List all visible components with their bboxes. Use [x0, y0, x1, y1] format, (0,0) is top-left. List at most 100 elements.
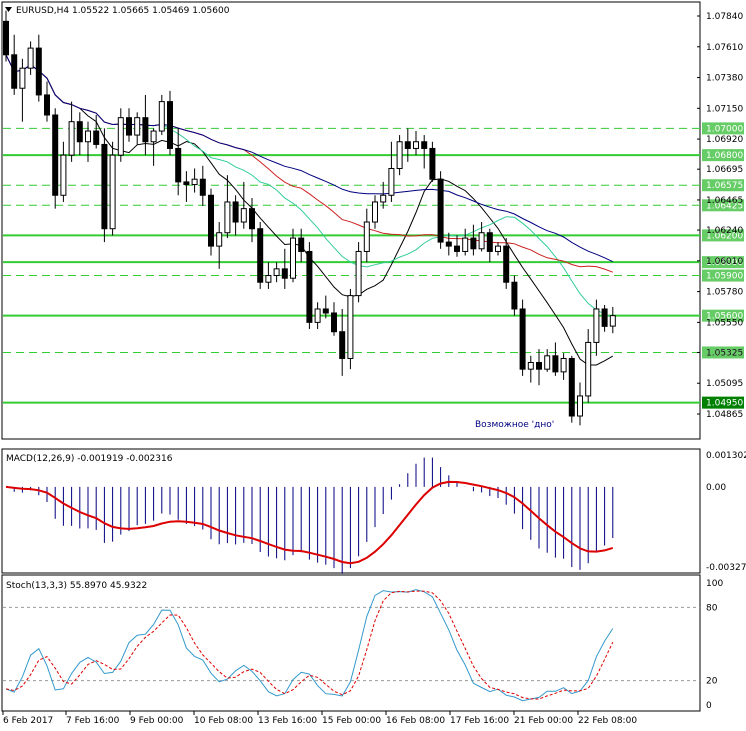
candle-body — [552, 355, 559, 373]
candle-body — [519, 308, 526, 370]
candle-body — [322, 308, 329, 314]
x-tick-label: 22 Feb 08:00 — [578, 716, 637, 726]
level-label: 1.06200 — [706, 231, 743, 241]
candle-body — [609, 315, 616, 327]
level-label-bg — [702, 309, 744, 322]
candle-body — [216, 232, 223, 247]
candle-body — [60, 154, 67, 196]
candle-body — [290, 237, 296, 279]
candle-body — [142, 117, 149, 143]
candle-body — [445, 241, 452, 247]
x-tick-label: 9 Feb 00:00 — [130, 716, 184, 726]
x-tick-label: 10 Feb 08:00 — [194, 716, 253, 726]
candle-body — [158, 101, 165, 132]
candle-body — [232, 201, 239, 223]
candle-body — [413, 141, 419, 149]
candle-body — [85, 130, 91, 143]
macd-signal-line — [5, 480, 614, 565]
level-label: 1.06425 — [706, 201, 743, 211]
candle-body — [93, 130, 100, 145]
candle-body — [577, 395, 583, 417]
candle-body — [240, 208, 247, 223]
level-label-bg — [702, 199, 744, 212]
candle-body — [495, 245, 501, 252]
candle-body — [298, 237, 305, 252]
candle-body — [249, 208, 255, 230]
candle-body — [273, 268, 280, 277]
stoch-y-label: 20 — [706, 677, 718, 687]
candle-body — [486, 232, 493, 252]
candle-body — [191, 178, 198, 186]
level-label-bg — [702, 396, 744, 409]
candle-body — [314, 308, 321, 323]
bottom-annotation: Возможное 'дно' — [475, 420, 554, 430]
candle-body — [421, 141, 428, 149]
y-tick-label: 1.05325 — [706, 348, 743, 358]
main-header: EURUSD,H4 1.05522 1.05665 1.05469 1.0560… — [16, 6, 230, 16]
level-label: 1.05600 — [706, 312, 743, 322]
level-label: 1.06575 — [706, 181, 743, 191]
candle-body — [257, 228, 264, 283]
candle-body — [396, 141, 403, 170]
level-label: 1.07000 — [706, 124, 743, 134]
macd-y-label: 0.001302 — [706, 451, 746, 461]
x-tick-label: 15 Feb 00:00 — [322, 716, 381, 726]
candle-body — [478, 232, 485, 250]
candle-body — [117, 117, 124, 156]
macd-y-label: 0.00 — [706, 483, 726, 493]
candle-body — [527, 361, 534, 370]
level-label-bg — [702, 122, 744, 135]
stoch-y-label: 100 — [706, 579, 723, 589]
candle-body — [593, 308, 600, 343]
level-label-bg — [702, 256, 744, 269]
candle-body — [134, 117, 141, 136]
candle-body — [372, 201, 378, 223]
level-label-bg — [702, 229, 744, 242]
candle-body — [11, 54, 18, 89]
candle-body — [470, 237, 477, 250]
candle-body — [44, 94, 50, 116]
candle-body — [388, 168, 395, 196]
candle-body — [454, 245, 460, 252]
level-label: 1.06000 — [706, 258, 743, 268]
candle-body — [347, 295, 354, 359]
candle-body — [183, 181, 190, 186]
candle-body — [380, 194, 387, 203]
candle-body — [331, 312, 337, 333]
dropdown-triangle-icon[interactable] — [5, 7, 12, 12]
candle-body — [462, 237, 469, 252]
candle-body — [429, 147, 436, 180]
y-tick-label: 1.05780 — [706, 288, 743, 298]
x-tick-label: 13 Feb 16:00 — [258, 716, 317, 726]
y-tick-label: 1.06010 — [706, 257, 743, 267]
candle-body — [503, 245, 510, 283]
candle-body — [126, 117, 132, 136]
stoch-y-label: 0 — [706, 701, 712, 711]
candle-body — [585, 341, 592, 397]
y-tick-label: 1.06240 — [706, 226, 743, 236]
candle-body — [199, 178, 206, 196]
candle-body — [208, 194, 214, 247]
candle-body — [175, 147, 182, 183]
candle-body — [601, 308, 608, 327]
candle-body — [536, 361, 542, 370]
candle-body — [167, 101, 173, 149]
macd-header: MACD(12,26,9) -0.001919 -0.002316 — [6, 454, 173, 464]
candle-body — [339, 331, 346, 359]
y-tick-label: 1.07150 — [706, 104, 743, 114]
candle-body — [568, 357, 575, 417]
level-label: 1.06800 — [706, 151, 743, 161]
y-tick-label: 1.05550 — [706, 318, 743, 328]
y-tick-label: 1.06920 — [706, 135, 743, 145]
y-tick-label: 1.07610 — [706, 43, 743, 53]
level-label: 1.04950 — [706, 399, 743, 409]
candle-body — [109, 154, 116, 230]
candle-body — [355, 250, 362, 297]
candle-body — [101, 143, 108, 230]
level-label-bg — [702, 346, 744, 359]
level-label-bg — [702, 269, 744, 282]
y-tick-label: 1.06695 — [706, 165, 743, 175]
candle-body — [404, 141, 411, 149]
